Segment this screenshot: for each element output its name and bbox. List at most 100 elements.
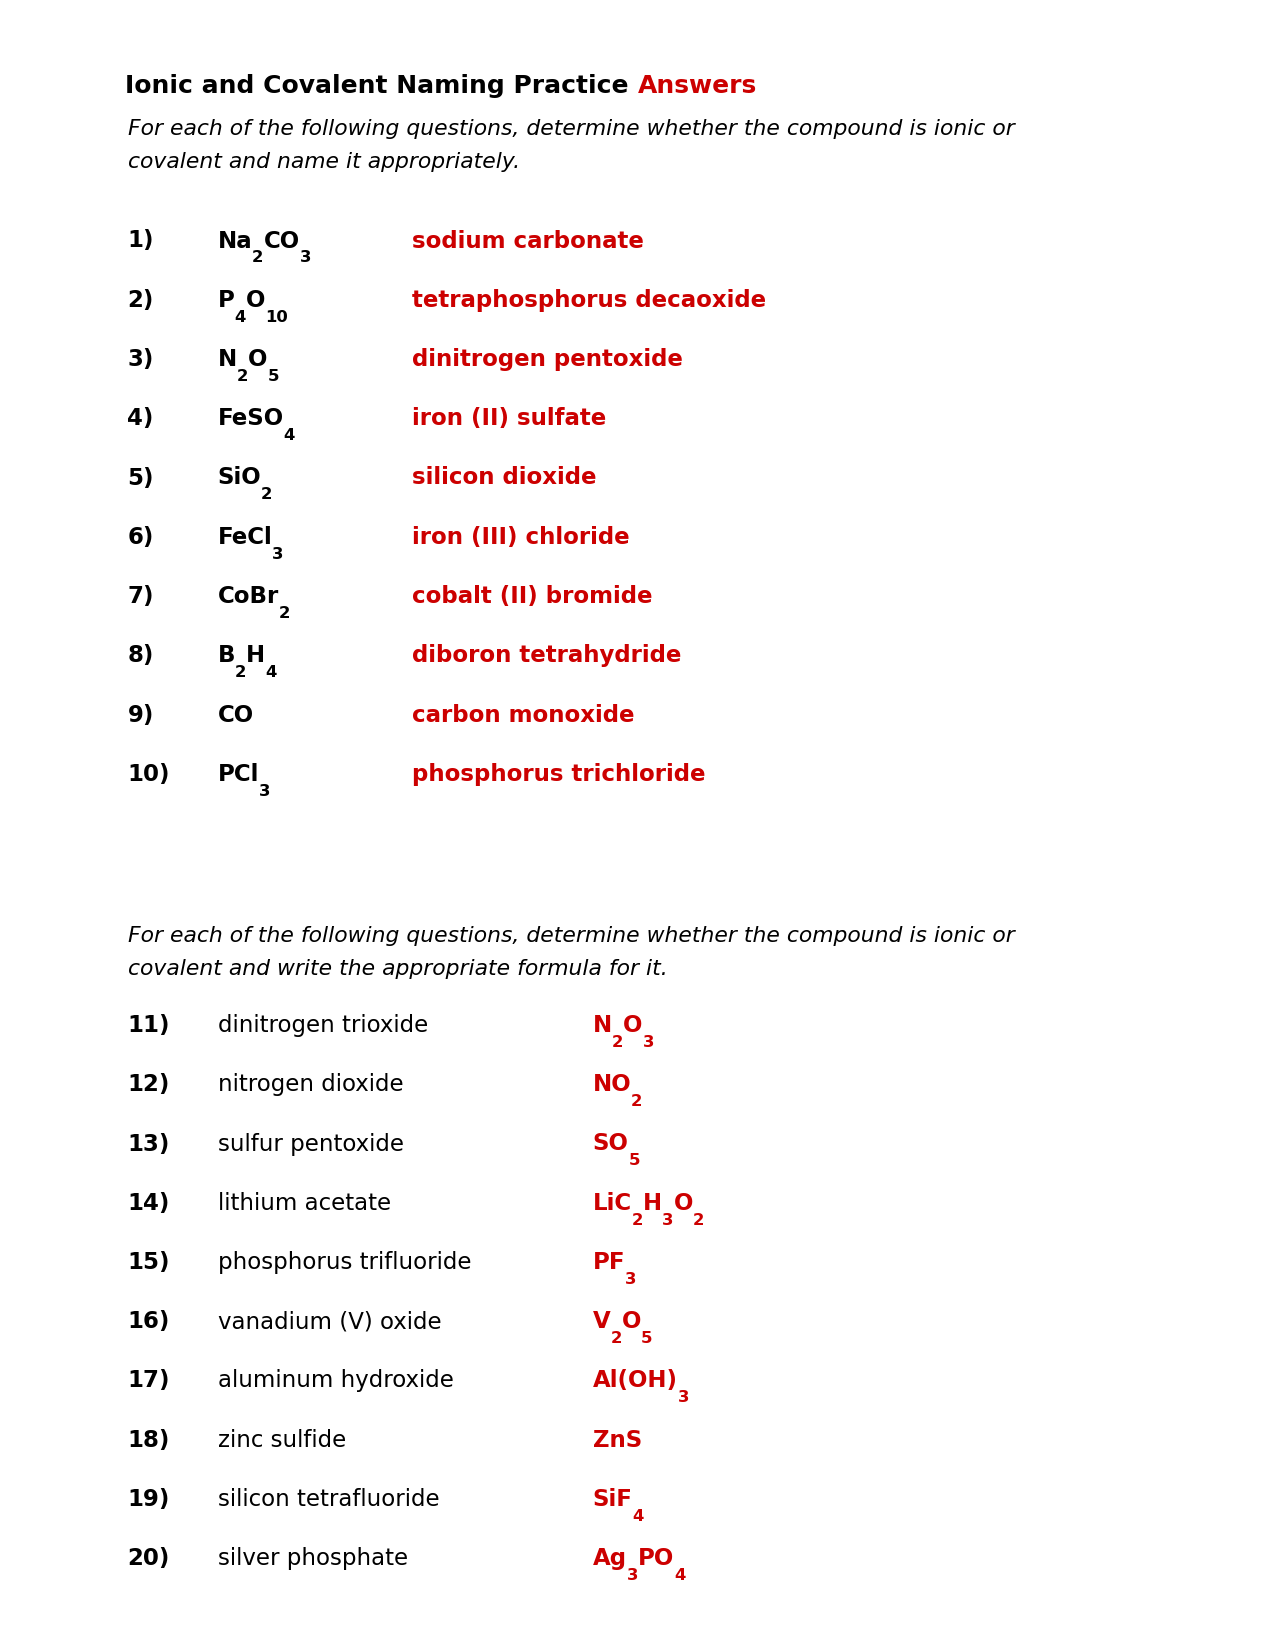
Text: 3: 3: [273, 546, 284, 561]
Text: 2: 2: [261, 487, 273, 502]
Text: H: H: [643, 1191, 662, 1214]
Text: 2: 2: [237, 370, 249, 384]
Text: CO: CO: [218, 703, 254, 726]
Text: 2: 2: [694, 1213, 704, 1228]
Text: 4): 4): [128, 408, 154, 431]
Text: O: O: [246, 289, 265, 312]
Text: ZnS: ZnS: [593, 1429, 641, 1452]
Text: 8): 8): [128, 644, 154, 667]
Text: iron (III) chloride: iron (III) chloride: [413, 526, 630, 549]
Text: 4: 4: [283, 427, 295, 444]
Text: covalent and name it appropriately.: covalent and name it appropriately.: [128, 152, 520, 172]
Text: 3: 3: [300, 251, 311, 266]
Text: 3): 3): [128, 348, 154, 371]
Text: O: O: [673, 1191, 694, 1214]
Text: 3: 3: [662, 1213, 673, 1228]
Text: aluminum hydroxide: aluminum hydroxide: [218, 1370, 454, 1393]
Text: vanadium (V) oxide: vanadium (V) oxide: [218, 1310, 441, 1333]
Text: 9): 9): [128, 703, 154, 726]
Text: Answers: Answers: [638, 74, 757, 97]
Text: 3: 3: [626, 1568, 638, 1582]
Text: silicon tetrafluoride: silicon tetrafluoride: [218, 1488, 439, 1511]
Text: SiO: SiO: [218, 467, 261, 490]
Text: nitrogen dioxide: nitrogen dioxide: [218, 1072, 403, 1096]
Text: LiC: LiC: [593, 1191, 631, 1214]
Text: P: P: [218, 289, 235, 312]
Text: 5): 5): [128, 467, 154, 490]
Text: PF: PF: [593, 1251, 625, 1274]
Text: 10: 10: [265, 310, 288, 325]
Text: 4: 4: [674, 1568, 686, 1582]
Text: O: O: [249, 348, 268, 371]
Text: lithium acetate: lithium acetate: [218, 1191, 390, 1214]
Text: cobalt (II) bromide: cobalt (II) bromide: [413, 586, 653, 607]
Text: For each of the following questions, determine whether the compound is ionic or: For each of the following questions, det…: [128, 119, 1014, 139]
Text: Ag: Ag: [593, 1548, 626, 1571]
Text: 4: 4: [265, 665, 277, 680]
Text: carbon monoxide: carbon monoxide: [413, 703, 635, 726]
Text: 14): 14): [128, 1191, 170, 1214]
Text: O: O: [622, 1310, 641, 1333]
Text: zinc sulfide: zinc sulfide: [218, 1429, 346, 1452]
Text: 17): 17): [128, 1370, 170, 1393]
Text: 3: 3: [643, 1035, 654, 1049]
Text: CO: CO: [264, 229, 300, 252]
Text: diboron tetrahydride: diboron tetrahydride: [413, 644, 682, 667]
Text: 11): 11): [128, 1015, 170, 1036]
Text: SiF: SiF: [593, 1488, 632, 1511]
Text: 4: 4: [235, 310, 246, 325]
Text: Ionic and Covalent Naming Practice: Ionic and Covalent Naming Practice: [125, 74, 638, 97]
Text: NO: NO: [593, 1072, 631, 1096]
Text: 12): 12): [128, 1072, 170, 1096]
Text: N: N: [218, 348, 237, 371]
Text: PCl: PCl: [218, 762, 259, 785]
Text: FeSO: FeSO: [218, 408, 283, 431]
Text: tetraphosphorus decaoxide: tetraphosphorus decaoxide: [413, 289, 766, 312]
Text: silicon dioxide: silicon dioxide: [413, 467, 597, 490]
Text: 3: 3: [677, 1391, 689, 1406]
Text: iron (II) sulfate: iron (II) sulfate: [413, 408, 607, 431]
Text: 2: 2: [631, 1094, 643, 1109]
Text: covalent and write the appropriate formula for it.: covalent and write the appropriate formu…: [128, 959, 667, 978]
Text: PO: PO: [638, 1548, 674, 1571]
Text: 3: 3: [625, 1272, 636, 1287]
Text: sodium carbonate: sodium carbonate: [413, 229, 644, 252]
Text: SO: SO: [593, 1132, 629, 1155]
Text: phosphorus trichloride: phosphorus trichloride: [413, 762, 706, 785]
Text: O: O: [623, 1015, 643, 1036]
Text: dinitrogen pentoxide: dinitrogen pentoxide: [413, 348, 683, 371]
Text: N: N: [593, 1015, 612, 1036]
Text: 2: 2: [631, 1213, 643, 1228]
Text: 5: 5: [641, 1332, 653, 1346]
Text: 5: 5: [268, 370, 279, 384]
Text: 4: 4: [632, 1508, 644, 1525]
Text: 10): 10): [128, 762, 170, 785]
Text: 2: 2: [252, 251, 264, 266]
Text: 2: 2: [235, 665, 246, 680]
Text: H: H: [246, 644, 265, 667]
Text: phosphorus trifluoride: phosphorus trifluoride: [218, 1251, 470, 1274]
Text: Na: Na: [218, 229, 252, 252]
Text: FeCl: FeCl: [218, 526, 273, 549]
Text: 1): 1): [128, 229, 154, 252]
Text: 3: 3: [259, 784, 270, 799]
Text: sulfur pentoxide: sulfur pentoxide: [218, 1132, 403, 1155]
Text: 20): 20): [128, 1548, 170, 1571]
Text: 5: 5: [629, 1153, 640, 1168]
Text: 18): 18): [128, 1429, 170, 1452]
Text: CoBr: CoBr: [218, 586, 279, 607]
Text: 15): 15): [128, 1251, 170, 1274]
Text: silver phosphate: silver phosphate: [218, 1548, 408, 1571]
Text: 2: 2: [612, 1035, 623, 1049]
Text: Al(OH): Al(OH): [593, 1370, 677, 1393]
Text: For each of the following questions, determine whether the compound is ionic or: For each of the following questions, det…: [128, 926, 1014, 945]
Text: 6): 6): [128, 526, 154, 549]
Text: 2): 2): [128, 289, 154, 312]
Text: 7): 7): [128, 586, 154, 607]
Text: 13): 13): [128, 1132, 170, 1155]
Text: 19): 19): [128, 1488, 170, 1511]
Text: dinitrogen trioxide: dinitrogen trioxide: [218, 1015, 427, 1036]
Text: B: B: [218, 644, 235, 667]
Text: 2: 2: [279, 606, 291, 620]
Text: V: V: [593, 1310, 611, 1333]
